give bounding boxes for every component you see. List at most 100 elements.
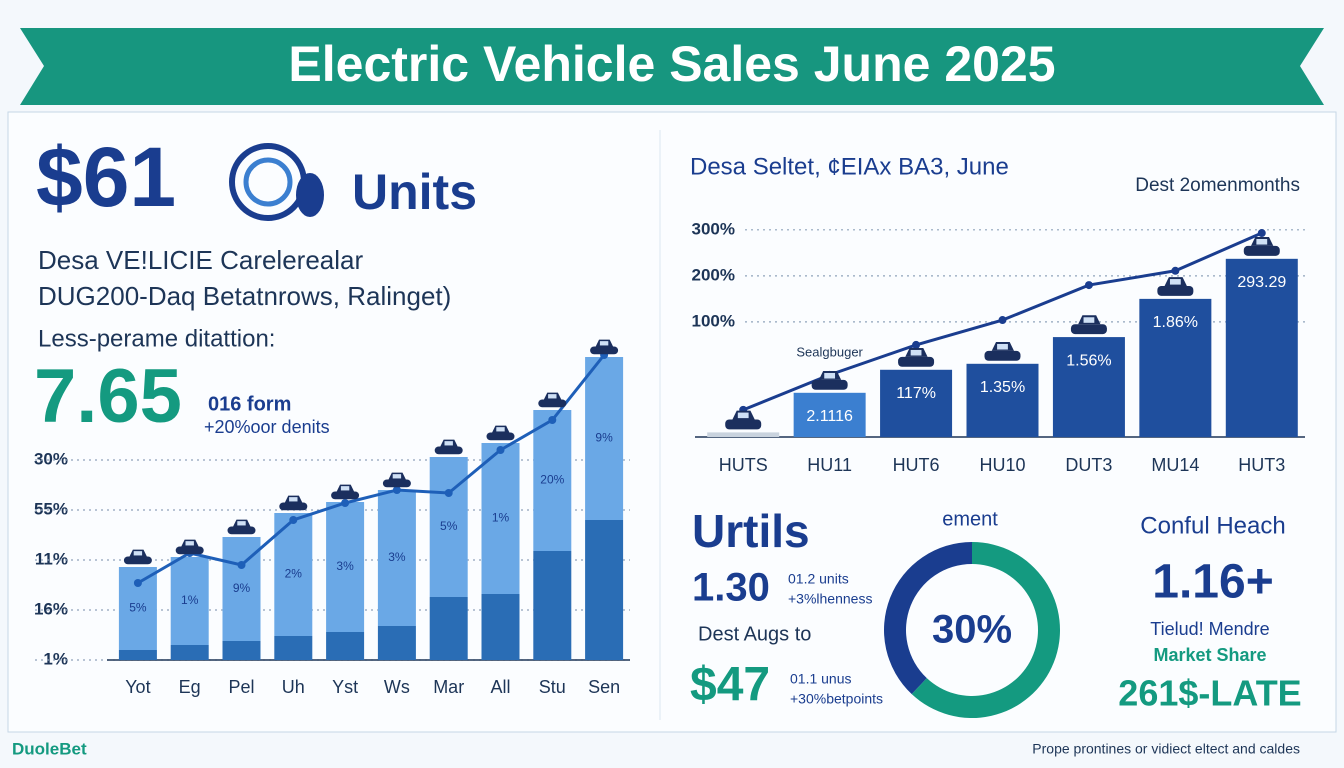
car-icon [486, 425, 515, 441]
car-window [910, 349, 922, 356]
chart-subtitle: Dest 2omenmonths [1135, 175, 1300, 196]
bar [326, 502, 365, 632]
x-tick-label: HU10 [979, 455, 1025, 475]
car-window [1256, 238, 1268, 245]
bar-note: 1.86% [1153, 314, 1198, 331]
trend-point [237, 561, 246, 569]
x-tick-label: Yst [332, 677, 358, 697]
bar-note: 1.35% [980, 379, 1025, 396]
car-body [538, 399, 567, 408]
bar [880, 369, 953, 437]
car-window [496, 427, 505, 432]
bar [966, 363, 1039, 437]
stat-note: 01.2 units [788, 571, 849, 587]
car-body [279, 502, 308, 511]
chart-title: Desa Seltet, ¢EIAx BA3, June [690, 153, 1009, 180]
car-window [1169, 279, 1181, 285]
x-tick-label: Stu [539, 677, 566, 697]
headline: $61 [36, 130, 176, 224]
bar [1052, 337, 1125, 437]
car-window [997, 343, 1008, 350]
x-tick-label: Sen [588, 677, 620, 697]
stat-value: 1.30 [692, 566, 770, 610]
car-body [590, 346, 619, 355]
car-window [133, 551, 143, 556]
x-tick-label: Ws [384, 677, 410, 697]
x-tick-label: All [490, 677, 510, 697]
car-icon [1243, 237, 1280, 256]
bar-note: 20% [540, 473, 564, 487]
x-tick-label: HU11 [807, 455, 852, 475]
car-window [340, 486, 350, 491]
annotation: Sealgbuger [796, 344, 863, 359]
x-tick-label: HUT6 [893, 455, 940, 475]
car-icon [331, 484, 360, 500]
car-window [1083, 317, 1095, 323]
x-tick-label: HUTS [719, 455, 768, 475]
stat-note: 01.1 unus [790, 671, 852, 687]
bar-note: 1% [181, 593, 199, 607]
stat-note: +3%lhenness [788, 591, 872, 607]
car-body [227, 526, 256, 535]
summary-line: DUG200-Daq Betatnrows, Ralinget) [38, 281, 451, 311]
car-window [599, 341, 609, 346]
car-body [811, 379, 848, 390]
bar [274, 513, 313, 636]
y-tick-label: 300% [692, 219, 735, 238]
bar-note: 3% [336, 559, 354, 573]
bar [707, 432, 780, 437]
big-value: 7.65 [34, 354, 182, 439]
x-tick-label: Eg [179, 677, 201, 697]
bar [170, 557, 209, 645]
car-icon [811, 371, 848, 390]
car-icon [1157, 277, 1194, 296]
trend-point [912, 340, 921, 349]
bar [377, 490, 416, 626]
bar-note: 5% [440, 519, 458, 533]
bar [118, 650, 157, 660]
car-icon [434, 439, 463, 455]
car-window [185, 541, 194, 546]
summary-label: Less-perame ditattion: [38, 325, 275, 352]
car-window [289, 497, 298, 502]
car-window [392, 474, 402, 479]
trend-point [1257, 229, 1266, 238]
bar [429, 597, 468, 660]
car-window [824, 372, 836, 379]
stat-title: Urtils [692, 505, 810, 557]
stat-label: Market Share [1153, 645, 1266, 665]
car-body [1243, 245, 1280, 256]
brand: DuoleBet [12, 739, 87, 758]
car-window [444, 441, 453, 446]
x-tick-label: Pel [228, 677, 254, 697]
y-tick-label: 200% [692, 265, 735, 284]
y-tick-label: 100% [692, 311, 735, 330]
bar-note: 1% [492, 511, 510, 525]
car-body [984, 350, 1021, 361]
trend-point [1084, 281, 1093, 290]
car-body [123, 556, 152, 565]
stat-label: Dest Augs to [698, 623, 811, 645]
car-body [486, 432, 515, 441]
stat-title: Conful Heach [1140, 512, 1285, 539]
big-value-note: 016 form [208, 393, 291, 415]
bar-note: 2.1116 [806, 408, 853, 425]
x-tick-label: Yot [125, 677, 150, 697]
x-tick-label: MU14 [1151, 455, 1199, 475]
car-icon [984, 341, 1021, 361]
donut-segment [884, 542, 972, 695]
bar-note: 1.56% [1066, 352, 1111, 369]
trend-point [341, 499, 350, 507]
bar-note: 293.29 [1237, 274, 1286, 291]
x-tick-label: Uh [282, 677, 305, 697]
headline-unit: Units [352, 164, 477, 220]
y-tick-label: 30% [34, 449, 68, 468]
car-window [737, 412, 749, 419]
bar [429, 457, 468, 597]
bar [1225, 258, 1298, 437]
bar [170, 645, 209, 660]
car-window [237, 521, 246, 526]
car-icon [898, 347, 935, 367]
title: Electric Vehicle Sales June 2025 [288, 36, 1055, 92]
stat-label: Tielud! Mendre [1150, 619, 1269, 639]
